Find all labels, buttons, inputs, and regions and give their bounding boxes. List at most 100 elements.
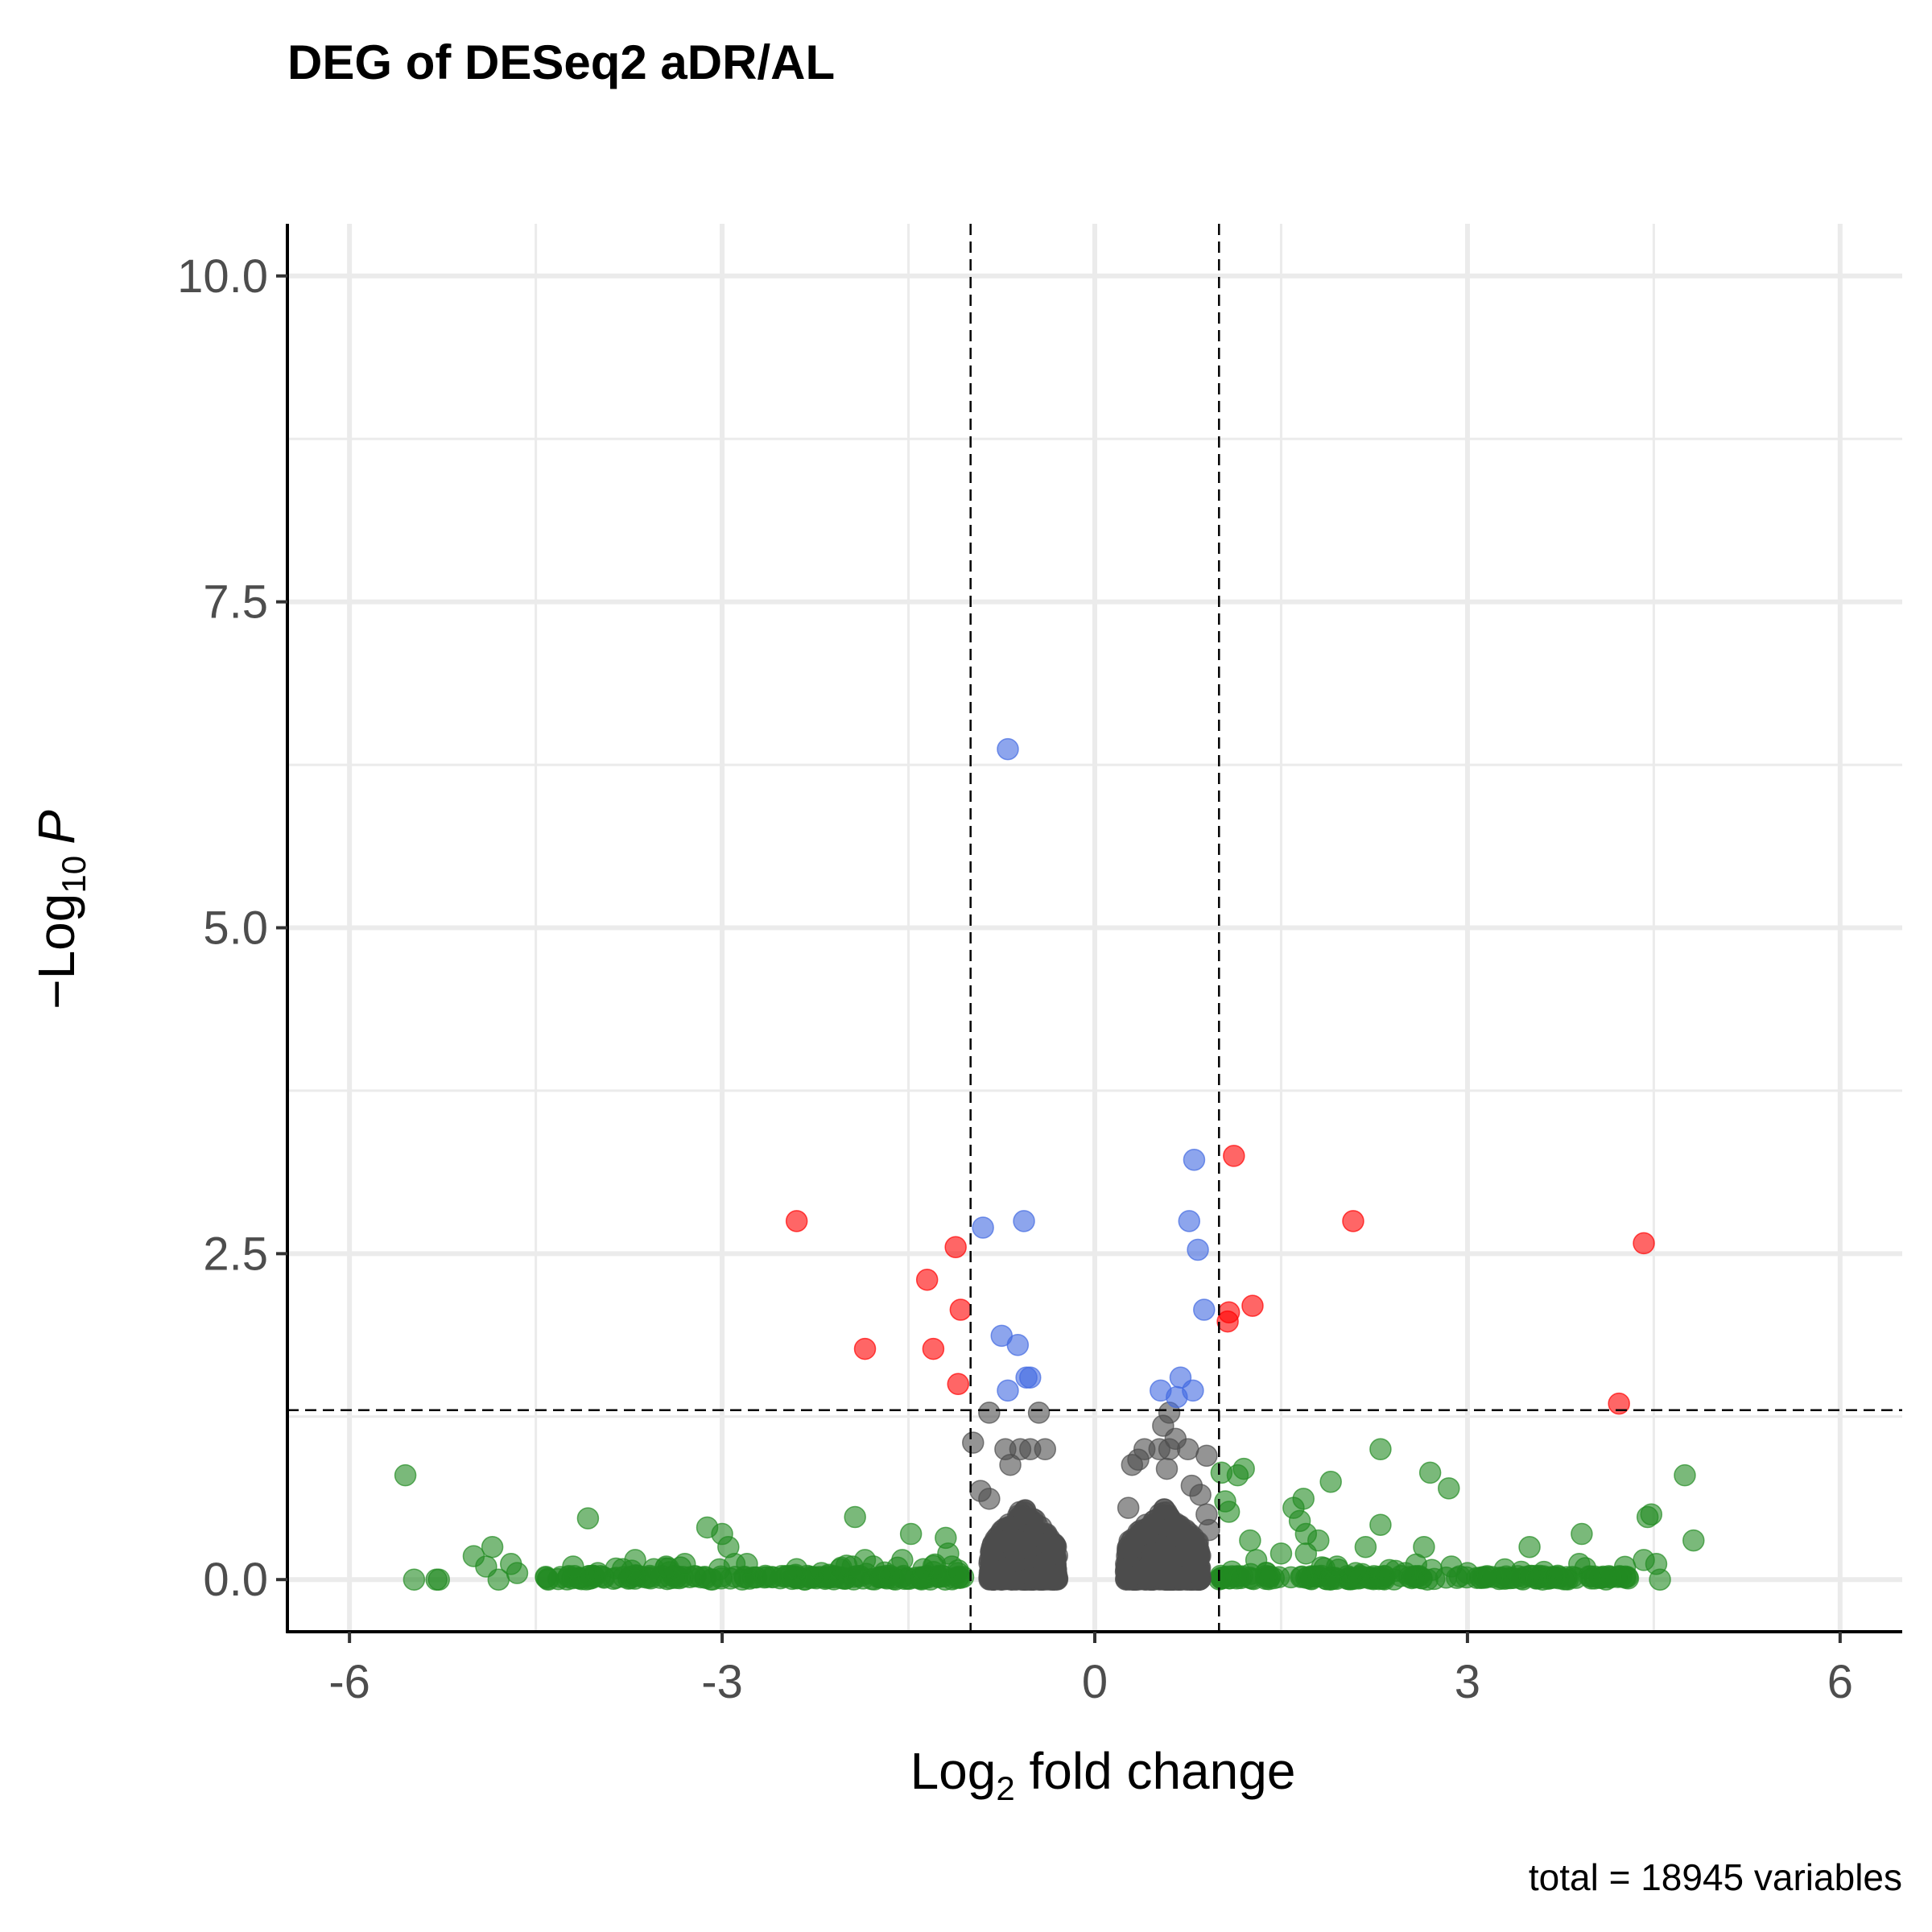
p-and-log2fc-point (1216, 1310, 1239, 1333)
log2fc-point (1438, 1477, 1460, 1500)
ns-point (962, 1431, 985, 1454)
log2fc-point (1674, 1463, 1696, 1487)
ns-point (993, 1558, 1016, 1582)
caption: total = 18945 variables (1529, 1856, 1902, 1898)
log2fc-point (1394, 1562, 1417, 1584)
chart-title: DEG of DESeq2 aDR/AL (287, 35, 835, 89)
tick-labels: -6 -3 0 3 6 0.0 2.5 5.0 7.5 10.0 (177, 250, 1853, 1708)
ns-point (1195, 1444, 1218, 1468)
p-and-log2fc-point (1342, 1210, 1364, 1232)
log2fc-point (1239, 1529, 1261, 1552)
ns-point (1155, 1457, 1179, 1480)
ns-point (1129, 1523, 1153, 1546)
log2fc-point (506, 1562, 529, 1584)
log2fc-point (810, 1562, 833, 1584)
x-tick-label: 0 (1082, 1656, 1108, 1708)
p-and-log2fc-point (1633, 1232, 1655, 1255)
p-point (1013, 1210, 1035, 1232)
log2fc-point (481, 1535, 504, 1558)
x-axis-label: Log2 fold change (910, 1742, 1296, 1807)
ns-point (1141, 1542, 1164, 1565)
ns-point (1172, 1543, 1195, 1567)
log2fc-point (402, 1568, 426, 1591)
log2fc-point (562, 1555, 584, 1578)
p-and-log2fc-point (947, 1373, 970, 1396)
log2fc-point (1682, 1529, 1705, 1552)
log2fc-point (1354, 1535, 1377, 1558)
log2fc-point (736, 1553, 758, 1575)
x-tick-label: -3 (701, 1656, 743, 1708)
log2fc-point (1269, 1542, 1293, 1565)
ns-point (999, 1453, 1022, 1476)
grid (287, 224, 1902, 1632)
log2fc-point (1255, 1562, 1278, 1584)
y-tick-label: 5.0 (203, 902, 268, 955)
log2fc-point (1518, 1535, 1541, 1558)
log2fc-point (1599, 1566, 1622, 1588)
log2fc-point (1568, 1553, 1591, 1575)
log2fc-point (1369, 1438, 1392, 1461)
x-tick-label: 6 (1827, 1656, 1853, 1708)
log2fc-point (1416, 1568, 1439, 1591)
ns-point (1028, 1566, 1051, 1588)
p-point (997, 737, 1019, 761)
log2fc-point (1326, 1555, 1348, 1578)
log2fc-point (912, 1558, 935, 1581)
log2fc-point (1232, 1457, 1255, 1480)
p-and-log2fc-point (922, 1337, 945, 1360)
log2fc-point (700, 1568, 722, 1591)
ns-point (1152, 1414, 1174, 1437)
data-points (394, 737, 1705, 1591)
log2fc-point (427, 1568, 451, 1591)
log2fc-point (587, 1562, 609, 1584)
p-point (1187, 1238, 1209, 1261)
log2fc-point (624, 1549, 646, 1571)
y-tick-label: 7.5 (203, 576, 268, 629)
log2fc-point (394, 1463, 417, 1487)
log2fc-point (1319, 1471, 1342, 1493)
log2fc-point (1649, 1568, 1671, 1591)
log2fc-point (844, 1505, 866, 1529)
log2fc-point (1373, 1565, 1397, 1588)
ns-point (1198, 1518, 1220, 1542)
ns-point (1127, 1448, 1150, 1471)
y-tick-label: 0.0 (203, 1554, 268, 1606)
log2fc-point (674, 1553, 696, 1575)
p-and-log2fc-point (1608, 1392, 1630, 1415)
ns-point (1027, 1402, 1051, 1424)
log2fc-point (1413, 1535, 1435, 1558)
p-and-log2fc-point (915, 1269, 939, 1291)
log2fc-point (1344, 1562, 1367, 1584)
p-and-log2fc-point (949, 1298, 972, 1321)
axes (276, 224, 1902, 1643)
y-tick-label: 10.0 (177, 250, 268, 303)
log2fc-point (576, 1507, 600, 1530)
log2fc-point (1418, 1461, 1442, 1484)
p-point (972, 1216, 994, 1239)
log2fc-point (891, 1549, 914, 1571)
log2fc-point (1543, 1566, 1566, 1588)
log2fc-point (1571, 1522, 1593, 1546)
log2fc-point (761, 1566, 783, 1588)
x-tick-label: 3 (1455, 1656, 1480, 1708)
p-and-log2fc-point (853, 1337, 877, 1360)
log2fc-point (1481, 1566, 1504, 1588)
log2fc-point (878, 1564, 902, 1587)
ns-point (978, 1402, 1001, 1424)
ns-point (1116, 1563, 1138, 1586)
log2fc-point (1369, 1513, 1392, 1536)
ns-point (1034, 1438, 1057, 1461)
p-point (1006, 1333, 1030, 1356)
log2fc-point (1217, 1501, 1241, 1523)
p-and-log2fc-point (1223, 1145, 1245, 1167)
ns-point (978, 1488, 1001, 1510)
p-and-log2fc-point (1241, 1294, 1264, 1317)
p-point (1178, 1210, 1201, 1232)
ns-point (1166, 1566, 1189, 1588)
p-and-log2fc-point (785, 1210, 808, 1232)
log2fc-point (785, 1558, 808, 1581)
y-tick-label: 2.5 (203, 1228, 268, 1280)
log2fc-point (899, 1522, 923, 1546)
x-tick-label: -6 (328, 1656, 370, 1708)
